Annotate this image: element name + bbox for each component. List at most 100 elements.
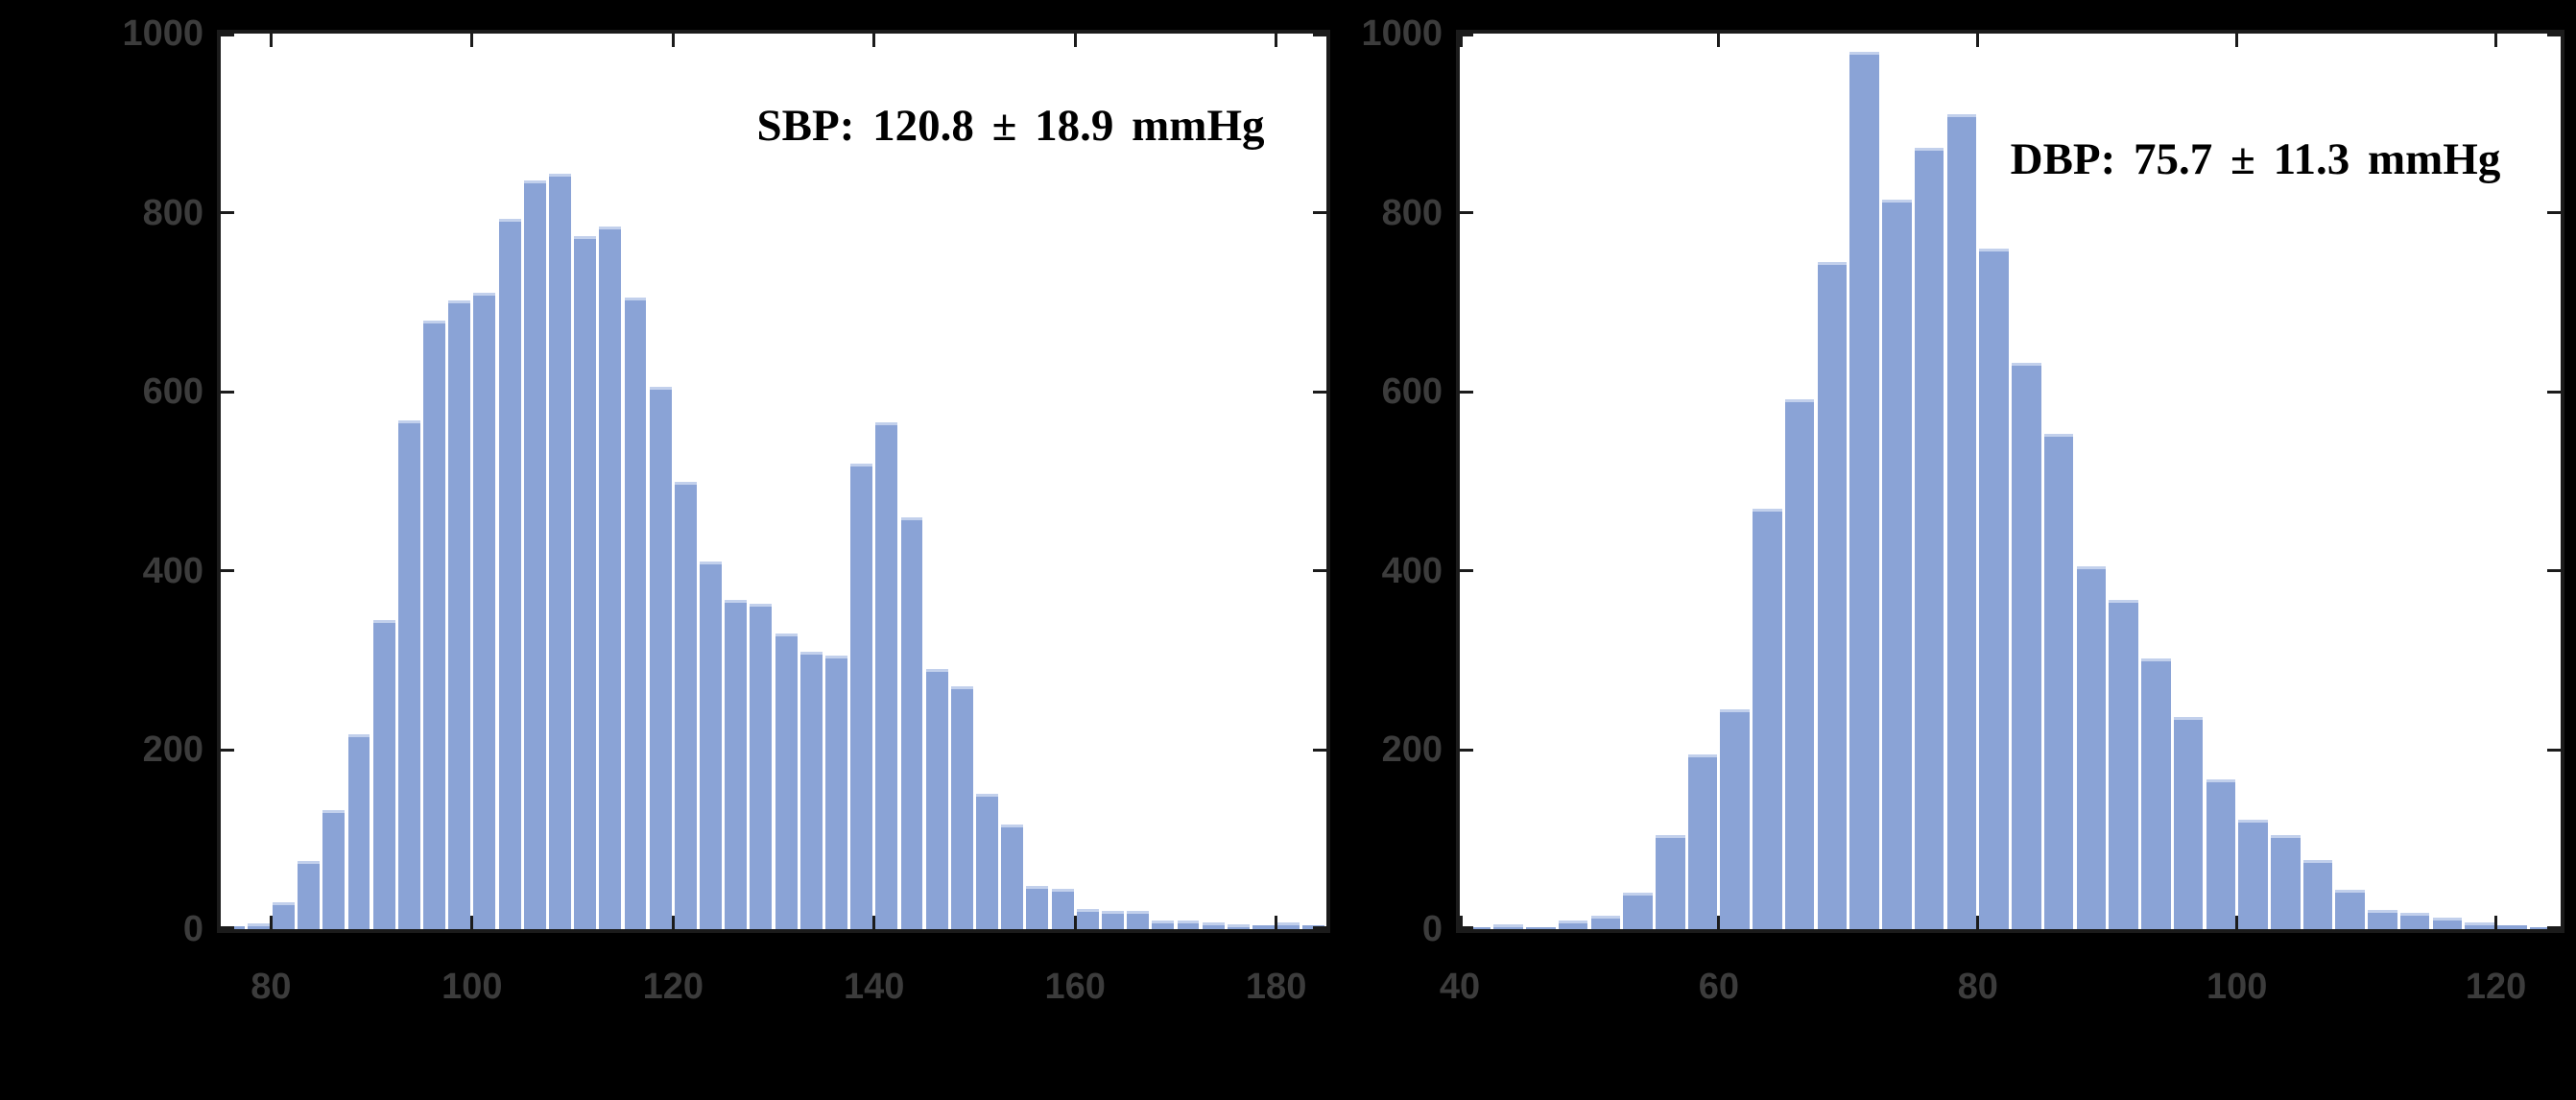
x-tick	[1976, 916, 1980, 929]
histogram-bar	[1051, 889, 1074, 929]
dbp-plot-area	[1456, 30, 2564, 933]
histogram-bar	[1656, 835, 1685, 929]
histogram-bar	[347, 733, 370, 929]
x-tick	[1460, 916, 1463, 929]
histogram-bar	[1127, 911, 1150, 929]
histogram-bar	[775, 634, 798, 929]
x-tick-label: 100	[2206, 967, 2268, 1007]
histogram-bar	[875, 421, 898, 929]
histogram-bar	[423, 320, 446, 929]
histogram-bar	[1720, 709, 1750, 929]
y-tick	[221, 748, 234, 752]
y-tick-label: 200	[1381, 729, 1443, 771]
x-tick-label: 180	[1245, 967, 1307, 1007]
y-tick	[1460, 748, 1473, 752]
histogram-bar	[2206, 779, 2236, 929]
histogram-bar	[498, 219, 521, 929]
histogram-bar	[2497, 925, 2527, 929]
y-tick	[1460, 211, 1473, 215]
histogram-bar	[2012, 363, 2041, 929]
histogram-bar	[272, 902, 295, 929]
x-tick	[2235, 916, 2239, 929]
histogram-bar	[1979, 248, 2009, 929]
histogram-bar	[298, 861, 321, 929]
histogram-bar	[2109, 599, 2138, 929]
histogram-bar	[750, 604, 773, 929]
histogram-bar	[1177, 920, 1200, 929]
y-tick	[1313, 390, 1326, 394]
x-tick-label: 120	[2465, 967, 2527, 1007]
y-tick	[2547, 569, 2561, 573]
y-tick	[221, 390, 234, 394]
x-tick	[269, 916, 273, 929]
x-tick	[269, 34, 273, 47]
x-tick-label: 120	[642, 967, 704, 1007]
histogram-bar	[372, 620, 395, 929]
histogram-bar	[1623, 892, 1653, 929]
y-tick	[2547, 748, 2561, 752]
y-tick-label: 0	[1421, 909, 1443, 949]
y-tick-label: 800	[1381, 192, 1443, 233]
y-tick-label: 800	[142, 192, 203, 233]
histogram-bar	[1526, 927, 1556, 929]
x-tick	[2494, 916, 2498, 929]
histogram-bar	[824, 656, 847, 929]
y-tick-label: 400	[1381, 550, 1443, 591]
y-tick-label: 1000	[122, 13, 203, 54]
x-tick-label: 160	[1044, 967, 1106, 1007]
x-tick	[1275, 34, 1278, 47]
x-tick	[872, 916, 876, 929]
histogram-bar	[649, 386, 672, 929]
histogram-bar	[1493, 924, 1523, 929]
histogram-bar	[1461, 927, 1491, 929]
histogram-bar	[2529, 927, 2560, 929]
histogram-bar	[1558, 920, 1588, 929]
y-tick-label: 600	[1381, 371, 1443, 413]
histogram-bar	[1784, 398, 1815, 929]
x-tick-label: 40	[1439, 967, 1481, 1007]
x-tick	[1976, 34, 1980, 47]
histogram-bar	[1202, 922, 1225, 929]
histogram-bar	[247, 923, 270, 929]
histogram-bar	[2465, 921, 2494, 929]
y-tick	[2547, 926, 2561, 929]
sbp-annotation: SBP: 120.8 ± 18.9 mmHg	[756, 101, 1265, 151]
x-tick-label: 60	[1698, 967, 1740, 1007]
histogram-bar	[523, 180, 546, 929]
y-tick	[221, 926, 234, 929]
y-tick	[2547, 34, 2561, 36]
histogram-bar	[976, 794, 999, 929]
y-tick	[1313, 569, 1326, 573]
x-tick	[470, 34, 474, 47]
histogram-bar	[2368, 910, 2397, 929]
y-tick-label: 400	[142, 550, 203, 591]
histogram-bar	[2270, 835, 2301, 929]
histogram-bar	[1753, 508, 1782, 929]
y-tick-label: 600	[142, 371, 203, 413]
histogram-bar	[700, 562, 723, 929]
y-tick	[1313, 34, 1326, 36]
histogram-bar	[397, 420, 420, 929]
histogram-bar	[1277, 921, 1300, 929]
histogram-bar	[900, 516, 923, 929]
histogram-bar	[925, 669, 948, 929]
histogram-bar	[1590, 916, 1621, 929]
y-tick	[2547, 211, 2561, 215]
y-tick	[1460, 390, 1473, 394]
histogram-bar	[2141, 658, 2171, 929]
y-tick	[1313, 926, 1326, 929]
x-tick	[1717, 916, 1721, 929]
histogram-bar	[725, 599, 748, 929]
histogram-bar	[548, 173, 571, 929]
x-tick	[1717, 34, 1721, 47]
y-tick	[1460, 34, 1473, 36]
y-tick	[1313, 748, 1326, 752]
x-tick	[1275, 916, 1278, 929]
y-tick-label: 1000	[1361, 13, 1443, 54]
histogram-bar	[448, 300, 471, 929]
histogram-bar	[1227, 924, 1250, 929]
histogram-bar	[799, 651, 823, 929]
x-tick	[872, 34, 876, 47]
histogram-bar	[2399, 913, 2430, 929]
